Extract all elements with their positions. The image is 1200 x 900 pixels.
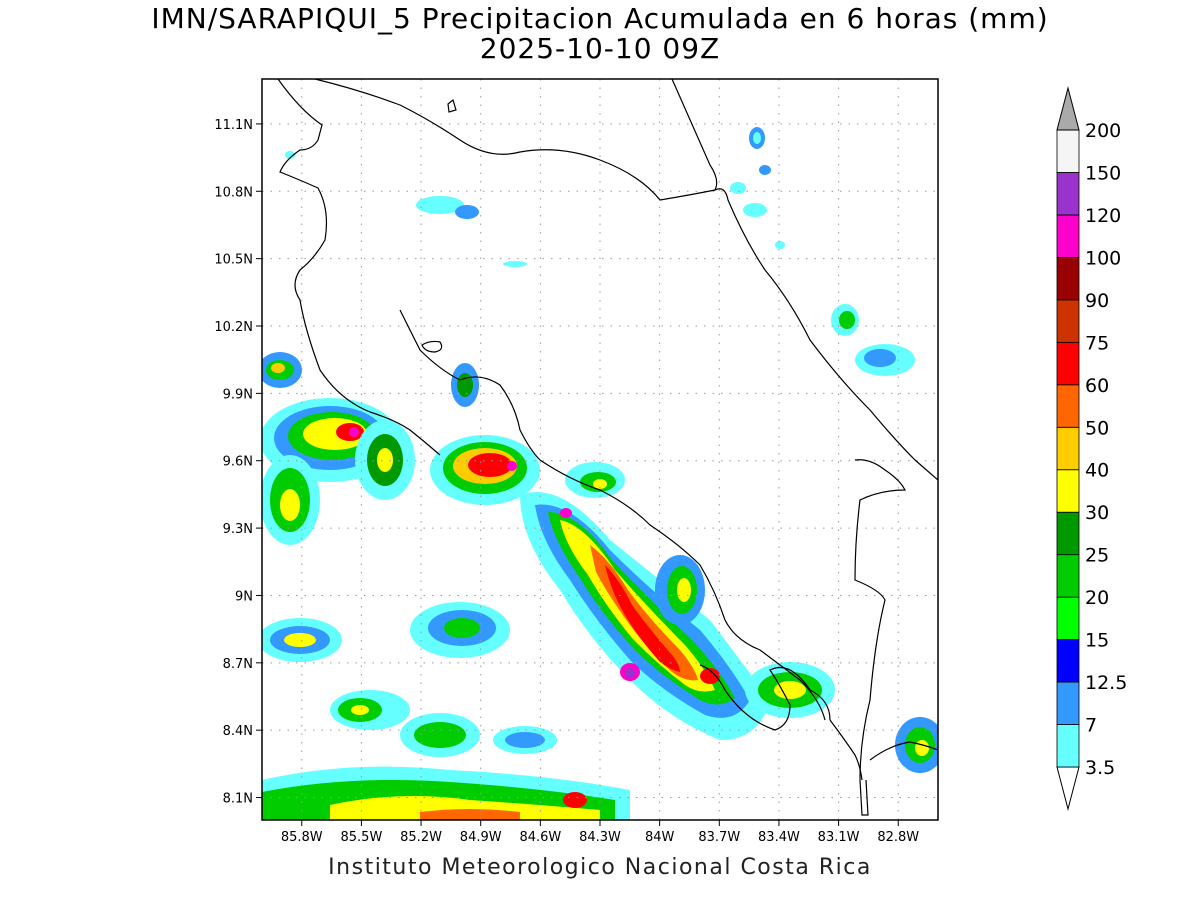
colorbar-segment	[1056, 172, 1080, 216]
colorbar-level-label: 15	[1085, 630, 1109, 652]
rain-cell	[775, 241, 785, 249]
lat-tick-label: 10.5N	[214, 253, 253, 268]
colorbar-low-cap	[1056, 766, 1080, 811]
rain-cell	[730, 182, 746, 194]
lon-tick-label: 83.1W	[818, 830, 860, 845]
lat-tick-label: 8.7N	[223, 657, 253, 672]
lon-tick-label: 84W	[645, 830, 675, 845]
rain-cell	[416, 196, 479, 219]
colorbar-segment	[1056, 554, 1080, 598]
lat-tick-label: 10.8N	[214, 185, 253, 200]
lat-tick-label: 9N	[235, 589, 253, 604]
lat-tick-label: 9.9N	[223, 387, 253, 402]
precipitation-field	[262, 127, 938, 820]
lat-tick-label: 9.6N	[223, 455, 253, 470]
rain-cell	[655, 555, 705, 625]
colorbar-high-cap	[1056, 86, 1080, 131]
colorbar-level-label: 25	[1085, 545, 1109, 567]
rain-band	[262, 766, 630, 820]
rain-cell	[430, 435, 540, 505]
lon-tick-label: 84.3W	[579, 830, 621, 845]
lon-tick-label: 82.8W	[877, 830, 919, 845]
rain-cell	[262, 455, 320, 545]
lat-tick-label: 8.4N	[223, 724, 253, 739]
rain-cell	[262, 618, 342, 662]
colorbar-level-label: 120	[1085, 205, 1121, 227]
colorbar-segment	[1056, 299, 1080, 343]
colorbar-level-label: 3.5	[1085, 757, 1115, 779]
rain-cell	[895, 717, 938, 773]
rain-cell	[330, 690, 410, 730]
rain-cell	[565, 462, 625, 498]
lon-tick-label: 83.7W	[698, 830, 740, 845]
map-title: IMN/SARAPIQUI_5 Precipitacion Acumulada …	[151, 2, 1049, 35]
colorbar-segment	[1056, 639, 1080, 683]
lat-tick-label: 9.3N	[223, 522, 253, 537]
coastline	[277, 79, 938, 816]
colorbar-level-label: 30	[1085, 502, 1109, 524]
rain-cell	[410, 602, 510, 658]
lon-tick-label: 85.2W	[400, 830, 442, 845]
rain-cell	[855, 344, 915, 376]
rain-cell	[759, 165, 771, 175]
rain-cell	[745, 662, 835, 718]
lat-tick-label: 8.1N	[223, 792, 253, 807]
map-subtitle: 2025-10-10 09Z	[479, 32, 721, 65]
colorbar-segment	[1056, 724, 1080, 768]
lon-tick-label: 84.6W	[519, 830, 561, 845]
rain-cell	[831, 304, 859, 336]
colorbar-level-label: 150	[1085, 162, 1121, 184]
rain-cell	[285, 151, 295, 159]
rain-cell	[355, 420, 415, 500]
latitude-axis: 11.1N 10.8N 10.5N 10.2N 9.9N 9.6N 9.3N 9N 8.7N 8.…	[214, 118, 262, 807]
lon-tick-label: 85.5W	[341, 830, 383, 845]
colorbar-segment	[1056, 469, 1080, 513]
colorbar-segment	[1056, 681, 1080, 725]
colorbar-segment	[1056, 426, 1080, 471]
colorbar-segment	[1056, 256, 1080, 301]
colorbar-segment	[1056, 384, 1080, 428]
colorbar-level-label: 60	[1085, 375, 1109, 397]
colorbar-level-label: 7	[1085, 715, 1097, 737]
lon-tick-label: 83.4W	[758, 830, 800, 845]
lat-tick-label: 11.1N	[214, 118, 253, 133]
colorbar-segment	[1056, 341, 1080, 386]
colorbar-segment	[1056, 511, 1080, 556]
rain-cell	[749, 127, 765, 149]
colorbar-level-label: 100	[1085, 247, 1121, 269]
rain-cell	[503, 261, 527, 267]
rain-cell	[400, 713, 480, 757]
colorbar-level-label: 200	[1085, 120, 1121, 142]
colorbar-legend: 3.5 7 12.5 15 20 25 30 40 50 60 75 90 100 120 150 200	[1056, 86, 1127, 811]
colorbar-level-label: 90	[1085, 290, 1109, 312]
longitude-axis: 85.8W 85.5W 85.2W 84.9W 84.6W 84.3W 84W 83.7W 83…	[281, 820, 919, 845]
colorbar-level-label: 40	[1085, 460, 1109, 482]
rain-cell	[451, 363, 479, 407]
rain-cell	[743, 203, 767, 217]
lon-tick-label: 85.8W	[281, 830, 323, 845]
colorbar-segment	[1056, 214, 1080, 258]
credit-line: Instituto Meteorologico Nacional Costa R…	[328, 855, 872, 880]
colorbar-level-label: 75	[1085, 332, 1109, 354]
colorbar-level-label: 12.5	[1085, 672, 1127, 694]
rain-band	[520, 492, 770, 740]
rain-cell	[493, 726, 557, 754]
colorbar-segment	[1056, 129, 1080, 173]
rain-cell	[262, 352, 302, 388]
colorbar-level-label: 50	[1085, 417, 1109, 439]
colorbar-level-label: 20	[1085, 587, 1109, 609]
lon-tick-label: 84.9W	[460, 830, 502, 845]
lat-tick-label: 10.2N	[214, 320, 253, 335]
colorbar-segment	[1056, 596, 1080, 641]
